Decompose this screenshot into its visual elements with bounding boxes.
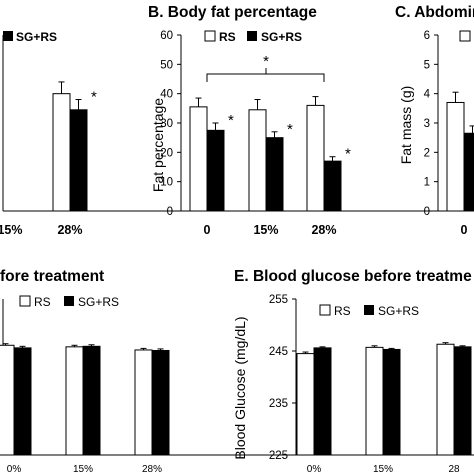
panel-e-category-label: 15% <box>373 464 393 474</box>
panel-c-y-tick-label: 4 <box>424 89 431 101</box>
panel-d-legend-label-rs: RS <box>34 295 51 309</box>
panel-c-y-tick-label: 0 <box>424 206 430 218</box>
panel-e-ylabel: Blood Glucose (mg/dL) <box>232 316 248 459</box>
panel-b-legend-label-rs: RS <box>219 30 236 44</box>
panel-b-legend-swatch-rs <box>204 30 216 42</box>
panel-e-y-tick-label: 255 <box>269 294 288 306</box>
panel-b-bar-rs <box>248 109 267 212</box>
panel-b-significance-bracket <box>206 73 325 82</box>
panel-b-category-label: 28% <box>311 223 336 237</box>
panel-b-ylabel: Fat percentage <box>150 98 166 192</box>
panel-b-significance-star: * <box>228 112 234 129</box>
panel-b-bar-sgrs <box>323 160 342 212</box>
panel-d-category-label: 28% <box>142 464 162 474</box>
panel-e-title: E. Blood glucose before treatme <box>234 268 472 285</box>
panel-d-category-label: 15% <box>73 464 93 474</box>
panel-c-title: C. Abdomina <box>395 4 474 21</box>
panel-e-bar-rs <box>365 346 384 456</box>
panel-e-y-tick-label: 245 <box>269 346 288 358</box>
panel-c-category-label: 0 <box>461 223 468 237</box>
panel-b-bracket-star: * <box>263 53 269 70</box>
panel-c-ylabel: Fat mass (g) <box>398 86 414 165</box>
panel-b-legend-label-sgrs: SG+RS <box>261 30 302 44</box>
panel-d-bar-sgrs <box>82 345 101 456</box>
panel-b-significance-star: * <box>287 121 293 138</box>
panel-b-bar-rs <box>306 104 325 212</box>
panel-d-bar-rs <box>134 349 153 456</box>
panel-a-significance-star: * <box>91 89 97 106</box>
panel-d-bar-rs <box>0 344 15 456</box>
panel-d-bar-sgrs <box>13 347 32 456</box>
panel-c-y-tick-label: 3 <box>424 118 430 130</box>
panel-b-y-tick-label: 0 <box>167 206 173 218</box>
panel-b-title: B. Body fat percentage <box>148 4 317 21</box>
panel-e-bar-rs <box>296 353 315 456</box>
panel-c-y-tick-label: 2 <box>424 147 430 159</box>
panel-a-category-label: 28% <box>57 223 82 237</box>
panel-d-bar-rs <box>65 346 84 456</box>
panel-d-category-label: 0% <box>7 464 22 474</box>
panel-e-bar-sgrs <box>313 347 332 456</box>
panel-b-y-tick-label: 60 <box>160 30 173 42</box>
panel-d-bar-sgrs <box>151 349 170 456</box>
panel-e-legend-label-rs: RS <box>334 304 351 318</box>
panel-e-y-tick-label: 235 <box>269 398 288 410</box>
panel-b-y-tick-label: 20 <box>160 147 173 159</box>
panel-e-category-label: 0% <box>307 464 322 474</box>
panel-e-legend-label-sgrs: SG+RS <box>378 304 419 318</box>
panel-c-legend-swatch-rs <box>459 30 471 42</box>
panel-c-bar-rs <box>446 101 465 212</box>
panel-e-category-label: 28 <box>448 464 460 474</box>
panel-e-bar-rs <box>436 343 455 456</box>
panel-b-bar-sgrs <box>265 137 284 212</box>
panel-a-bar-sgrs <box>69 109 88 212</box>
panel-e-legend-swatch-rs <box>319 304 331 316</box>
panel-a-category-label: 15% <box>0 223 23 237</box>
panel-b-bar-sgrs <box>206 129 225 212</box>
panel-b-y-tick-label: 10 <box>160 177 173 189</box>
panel-c-y-tick-label: 1 <box>424 177 430 189</box>
panel-b-y-tick-label: 50 <box>160 59 173 71</box>
panel-a-legend-swatch-sgrs <box>3 31 13 41</box>
panel-d-legend-label-sgrs: SG+RS <box>78 295 119 309</box>
panel-e-bar-sgrs <box>453 346 472 456</box>
panel-c-bar-sgrs <box>463 132 474 212</box>
panel-b-bar-rs <box>189 106 208 212</box>
panel-b-y-tick-label: 30 <box>160 118 173 130</box>
panel-b-legend-swatch-sgrs <box>247 31 257 41</box>
panel-e-bar-sgrs <box>382 348 401 456</box>
panel-e-y-tick-label: 225 <box>269 450 288 462</box>
panel-b-category-label: 15% <box>253 223 278 237</box>
panel-e-legend-swatch-sgrs <box>364 305 374 315</box>
panel-c-y-tick-label: 6 <box>424 30 430 42</box>
panel-a-bar-rs <box>52 93 71 212</box>
panel-c-y-tick-label: 5 <box>424 59 430 71</box>
panel-a-legend-label-sgrs: SG+RS <box>16 30 57 44</box>
panel-d-legend-swatch-sgrs <box>64 296 74 306</box>
panel-b-y-tick-label: 40 <box>160 89 173 101</box>
panel-d-legend-swatch-rs <box>19 295 31 307</box>
panel-d-title: fore treatment <box>0 268 104 285</box>
panel-b-category-label: 0 <box>204 223 211 237</box>
panel-b-significance-star: * <box>345 146 351 163</box>
